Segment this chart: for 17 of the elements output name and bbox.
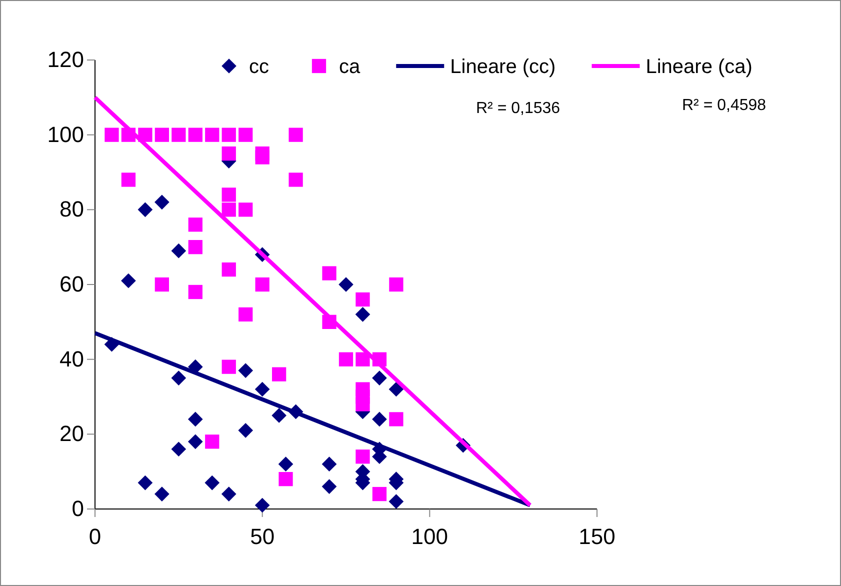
legend-label: cc [249,56,269,78]
x-tick-label: 50 [250,524,275,550]
x-tick-label: 150 [578,524,616,550]
y-tick-label: 100 [47,122,84,147]
x-tick-label: 0 [88,524,102,550]
text: R² = 0,4598 [682,97,766,114]
annotation: R² = 0,1536 [476,100,560,117]
legend-label: ca [339,56,361,78]
y-tick-label: 20 [60,421,84,446]
y-tick-label: 40 [60,346,84,372]
legend-label: Lineare (ca) [646,56,752,78]
legend-label: Lineare (cc) [450,56,556,78]
y-tick-label: 80 [60,196,84,222]
y-tick-label: 0 [72,496,84,522]
y-tick-label: 60 [60,272,84,297]
y-tick-label: 120 [47,47,84,72]
x-tick-label: 100 [411,524,448,550]
